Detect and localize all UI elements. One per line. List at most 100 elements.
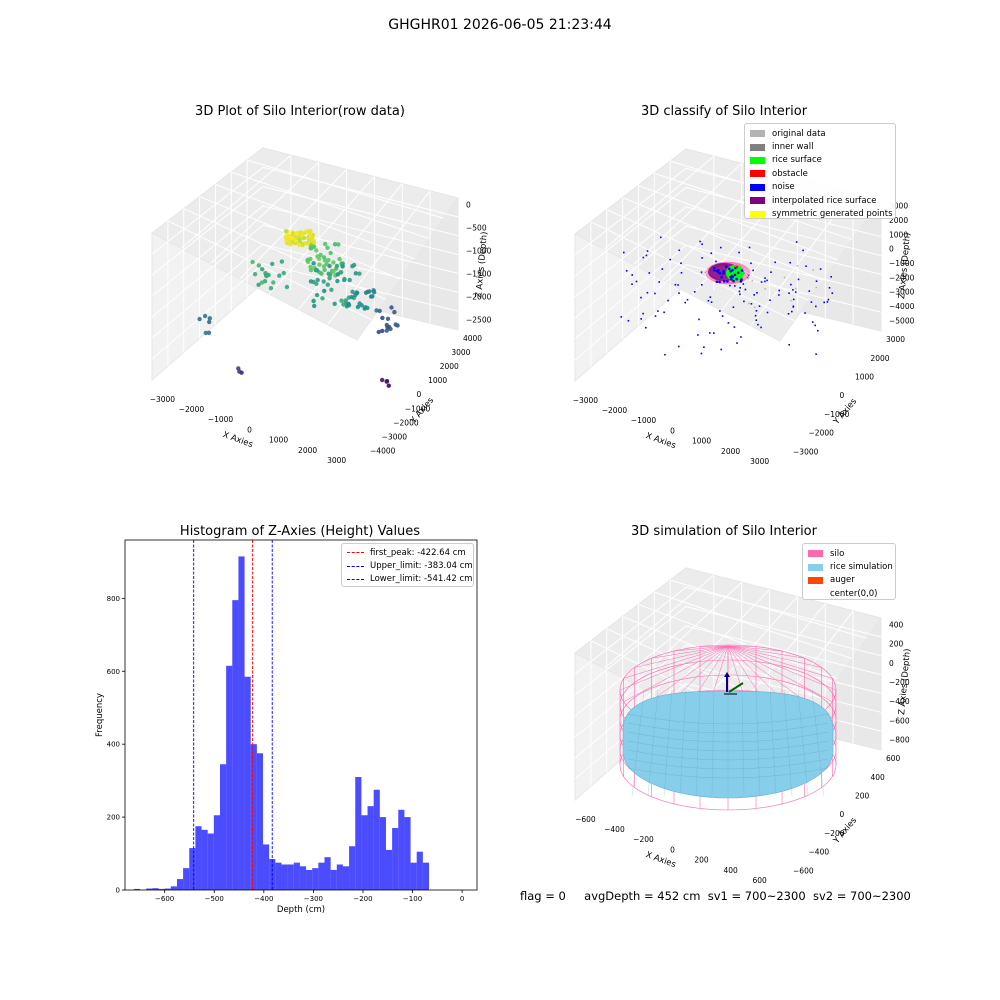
grid-line: [574, 225, 882, 319]
legend-item-inner-wall: inner wall: [750, 140, 889, 153]
noise-point: [720, 246, 722, 249]
noise-point: [667, 299, 669, 302]
silo-roof-wire: [623, 645, 729, 679]
scatter-point: [340, 264, 345, 269]
noise-point: [726, 280, 729, 283]
z-tick-label: 3000: [889, 202, 908, 211]
noise-point: [658, 281, 660, 283]
noise-point: [819, 268, 822, 270]
scatter-point: [380, 315, 385, 321]
y-tick-label: 1000: [855, 373, 874, 382]
noise-point: [770, 271, 772, 273]
scatter-point: [332, 242, 338, 247]
histogram-bar: [195, 826, 202, 890]
original-data-point: [783, 276, 786, 279]
silo-roof-wire: [727, 645, 757, 647]
original-data-point: [701, 272, 703, 275]
original-data-point: [796, 265, 799, 267]
scatter-point: [239, 370, 244, 375]
legend-swatch: [808, 563, 823, 571]
noise-point: [805, 265, 807, 267]
noise-point: [804, 312, 806, 314]
noise-point: [764, 280, 766, 283]
histogram-bar: [244, 676, 251, 890]
y-tick-label: 600: [107, 668, 120, 676]
histogram-bar: [318, 862, 325, 890]
noise-point: [654, 315, 657, 317]
noise-point: [678, 249, 681, 252]
noise-point: [646, 291, 649, 294]
obstacle-point: [736, 266, 738, 268]
noise-point: [750, 262, 752, 265]
legend-swatch: [808, 576, 823, 584]
noise-point: [764, 277, 766, 279]
histogram-bar: [392, 828, 399, 890]
rice-mesh-line: [711, 689, 715, 797]
scatter-point: [331, 269, 336, 274]
scatter-point: [294, 231, 299, 236]
plot-frame: [124, 539, 478, 891]
noise-point: [654, 292, 656, 295]
legend-label: rice surface: [772, 155, 822, 166]
scatter-point: [307, 229, 312, 235]
noise-point: [710, 252, 713, 254]
noise-point: [727, 322, 730, 324]
scatter-point: [353, 271, 358, 276]
noise-point: [674, 283, 677, 286]
original-data-point: [748, 302, 750, 305]
scatter-point: [357, 301, 362, 306]
scatter-point: [343, 298, 348, 303]
y-tick-label: 0: [839, 391, 844, 400]
legend-item-interpolated-rice-surface: interpolated rice surface: [750, 194, 889, 207]
noise-point: [713, 266, 716, 270]
scatter-point: [323, 241, 328, 247]
y-axis-label: Frequency: [95, 693, 105, 737]
y-tick-label: 0: [416, 390, 421, 399]
scatter-point: [308, 267, 314, 273]
noise-point: [778, 289, 780, 292]
rice-mesh-line: [797, 689, 809, 797]
original-data-point: [751, 280, 753, 282]
x-tick-label: −3000: [573, 396, 599, 405]
noise-point: [677, 284, 679, 286]
grid-line: [574, 244, 882, 340]
histogram-bar: [146, 888, 153, 890]
plot4-simulation-3d: −600 −400 −200 0 200 400 600 −600 −400 −200 0 200 40…: [574, 566, 913, 885]
plot3-legend: first_peak: -422.64 cm Upper_limit: -383…: [341, 543, 474, 587]
histogram-bar: [281, 864, 288, 890]
noise-point: [811, 321, 814, 323]
grid-line: [574, 586, 882, 675]
scatter-point: [308, 279, 314, 284]
histogram-bar: [422, 862, 430, 890]
scatter-point: [380, 377, 385, 383]
grid-line: [574, 625, 882, 717]
scatter-point: [349, 294, 354, 300]
noise-point: [735, 277, 738, 281]
x-tick-label: −3000: [150, 395, 176, 404]
status-footer: flag = 0 avgDepth = 452 cm sv1 = 700~230…: [520, 889, 911, 903]
histogram-bar: [226, 665, 233, 890]
scatter-point: [290, 231, 296, 236]
noise-point: [645, 254, 648, 257]
scatter-point: [268, 286, 274, 291]
noise-point: [710, 301, 713, 303]
z-tick-label: −3000: [889, 288, 915, 297]
legend-swatch: [750, 156, 765, 164]
x-tick-label: −1000: [631, 416, 657, 425]
rice-mesh-line: [769, 689, 777, 797]
noise-point: [774, 261, 776, 264]
histogram-bar: [213, 815, 220, 890]
z-tick-label: 1000: [889, 230, 908, 239]
scatter-point: [320, 296, 325, 301]
plot3-title: Histogram of Z-Axies (Height) Values: [179, 524, 421, 539]
legend-swatch: [750, 210, 765, 218]
legend-swatch: [808, 590, 823, 598]
noise-point: [686, 298, 689, 301]
noise-point: [720, 275, 723, 279]
y-tick-label: −3000: [793, 447, 819, 456]
noise-point: [748, 246, 751, 249]
histogram-bar: [410, 862, 417, 890]
noise-point: [729, 284, 731, 287]
y-tick-label: −2000: [809, 429, 835, 438]
noise-point: [742, 283, 745, 285]
